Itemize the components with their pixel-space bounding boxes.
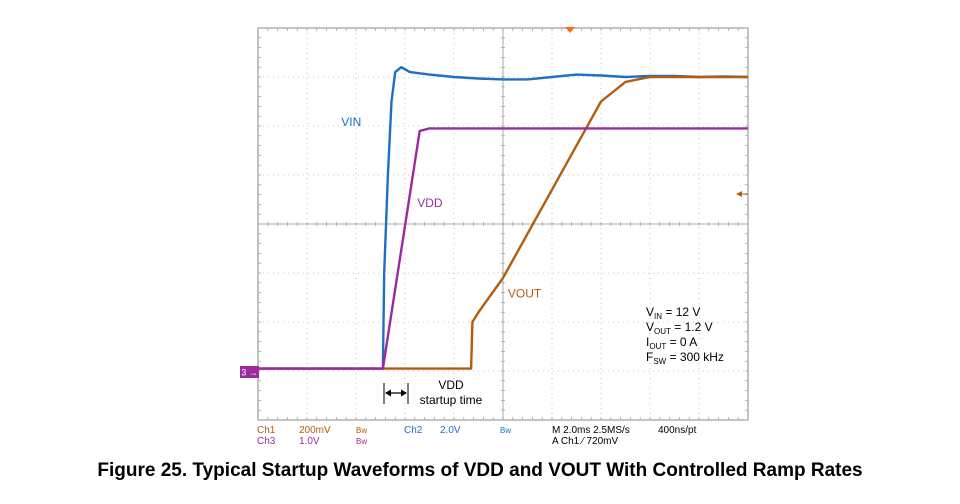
trace-label-vout: VOUT xyxy=(508,287,542,301)
trace-label-vin: VIN xyxy=(341,115,361,129)
figure-caption: Figure 25. Typical Startup Waveforms of … xyxy=(97,460,863,481)
trace-vout xyxy=(258,75,748,370)
settings-bw3: Bw xyxy=(356,437,367,446)
trace-vdd xyxy=(258,127,748,370)
scope-settings: Ch1 200mV Bw Ch2 2.0V Bw M 2.0ms 2.5MS/s… xyxy=(257,425,697,447)
startup-arrow-left-head xyxy=(385,389,391,397)
trigger-level-marker xyxy=(736,191,742,197)
startup-arrow-right-head xyxy=(401,389,407,397)
svg-text:3 →: 3 → xyxy=(241,368,258,378)
settings-ch3: Ch3 xyxy=(257,436,276,447)
chart-grid xyxy=(257,27,749,421)
condition-fsw: FSW = 300 kHz xyxy=(646,350,724,366)
settings-ch1-scale: 200mV xyxy=(299,425,331,436)
trace-label-vdd: VDD xyxy=(417,196,443,210)
startup-label-time: startup time xyxy=(420,393,483,407)
condition-vout: VOUT = 1.2 V xyxy=(646,320,713,336)
settings-resolution: 400ns/pt xyxy=(658,425,697,436)
startup-label-vdd: VDD xyxy=(438,378,464,392)
settings-ch2: Ch2 xyxy=(404,425,423,436)
trigger-position-marker xyxy=(565,27,575,33)
condition-iout: IOUT = 0 A xyxy=(646,335,697,351)
settings-ch2-scale: 2.0V xyxy=(440,425,461,436)
settings-bw1: Bw xyxy=(356,426,367,435)
condition-vin: VIN = 12 V xyxy=(646,305,700,321)
settings-timebase: M 2.0ms 2.5MS/s xyxy=(552,425,630,436)
chart-labels: VIN VDD VOUT xyxy=(341,115,542,301)
scope-markers xyxy=(565,27,748,197)
settings-ch3-scale: 1.0V xyxy=(299,436,320,447)
settings-ch1: Ch1 xyxy=(257,425,276,436)
ground-marker: 3 → xyxy=(240,366,259,378)
settings-bw2: Bw xyxy=(500,426,511,435)
settings-trigger: A Ch1 ⁄ 720mV xyxy=(552,436,618,447)
startup-annotation: VDD startup time xyxy=(383,378,483,407)
conditions-block: VIN = 12 V VOUT = 1.2 V IOUT = 0 A FSW =… xyxy=(646,305,724,366)
chart-traces xyxy=(258,65,749,370)
